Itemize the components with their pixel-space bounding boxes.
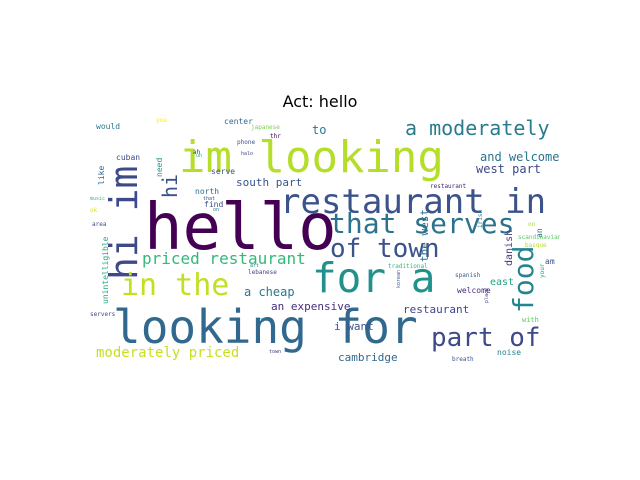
cloud-word: am (545, 257, 555, 266)
cloud-word: find (204, 200, 224, 209)
cloud-word: scandinavian (518, 234, 560, 241)
cloud-word: an expensive (271, 300, 351, 313)
cloud-word: east (490, 277, 515, 288)
cloud-word: traditional (388, 263, 428, 270)
cloud-word: cuban (116, 153, 141, 162)
word-cloud: hello looking for im looking restaurant in f… (80, 118, 560, 363)
cloud-word: spanish (455, 272, 481, 279)
chart-title: Act: hello (282, 92, 358, 111)
cloud-word: need (155, 157, 164, 177)
cloud-word: hi im (102, 165, 146, 280)
cloud-word: to (312, 123, 327, 137)
cloud-word: any (256, 317, 266, 323)
cloud-word: priced restaurant (142, 249, 306, 268)
cloud-word: thr (270, 133, 281, 140)
cloud-word: japanese (251, 124, 280, 131)
cloud-word: looking for (113, 300, 418, 354)
cloud-word: ok (90, 207, 98, 214)
cloud-word: that serves (329, 207, 515, 240)
cloud-word: halo (241, 151, 254, 157)
cloud-word: a cheap (244, 285, 295, 299)
cloud-word: irish (477, 209, 484, 228)
cloud-word: cambridge (338, 351, 398, 363)
cloud-word: phone (237, 139, 256, 146)
cloud-word: like (97, 165, 106, 185)
cloud-word: moderately priced (96, 345, 240, 361)
cloud-word: hi (158, 173, 182, 198)
cloud-word: servers (90, 311, 116, 318)
cloud-word: ah (193, 149, 201, 156)
cloud-word: restaurant (403, 303, 470, 316)
cloud-word: on (528, 221, 536, 228)
cloud-word: i want (334, 320, 374, 333)
cloud-word: music (90, 196, 106, 202)
cloud-word: basque (525, 242, 547, 249)
cloud-word: im looking (179, 132, 444, 183)
cloud-word: korean (396, 269, 402, 288)
cloud-word: breath (452, 356, 474, 363)
cloud-word: of town (330, 234, 440, 264)
cloud-word: north (195, 187, 220, 196)
cloud-word: welcome (457, 286, 491, 295)
cloud-word: the west (418, 209, 431, 262)
cloud-word: south part (236, 176, 303, 189)
cloud-word: with (522, 316, 539, 324)
cloud-word: restaurant (430, 183, 467, 190)
cloud-word: would (96, 122, 121, 131)
cloud-word: unintelligible (101, 236, 110, 304)
cloud-word: place (484, 287, 490, 303)
cloud-word: you (156, 118, 167, 124)
cloud-word: and welcome (480, 150, 560, 164)
cloud-word: noise (497, 348, 522, 357)
cloud-word: hello (144, 191, 337, 265)
cloud-word: restaurant in (280, 182, 547, 222)
cloud-word: art (250, 263, 260, 269)
cloud-word: town (269, 349, 282, 355)
cloud-word: in the (121, 268, 230, 303)
cloud-word: danish (504, 229, 515, 266)
cloud-word: lebanese (248, 269, 277, 276)
cloud-word: your (539, 263, 546, 278)
cloud-word: center (224, 118, 253, 126)
cloud-word: that (203, 196, 216, 202)
cloud-word: part of (431, 323, 541, 353)
cloud-word: on (213, 207, 220, 213)
cloud-word: west part (476, 162, 542, 176)
cloud-word: uh (196, 153, 203, 159)
cloud-word: a moderately (405, 118, 550, 140)
cloud-word: serve (211, 167, 236, 176)
cloud-word: for a (312, 254, 436, 302)
cloud-word: area (92, 221, 107, 228)
